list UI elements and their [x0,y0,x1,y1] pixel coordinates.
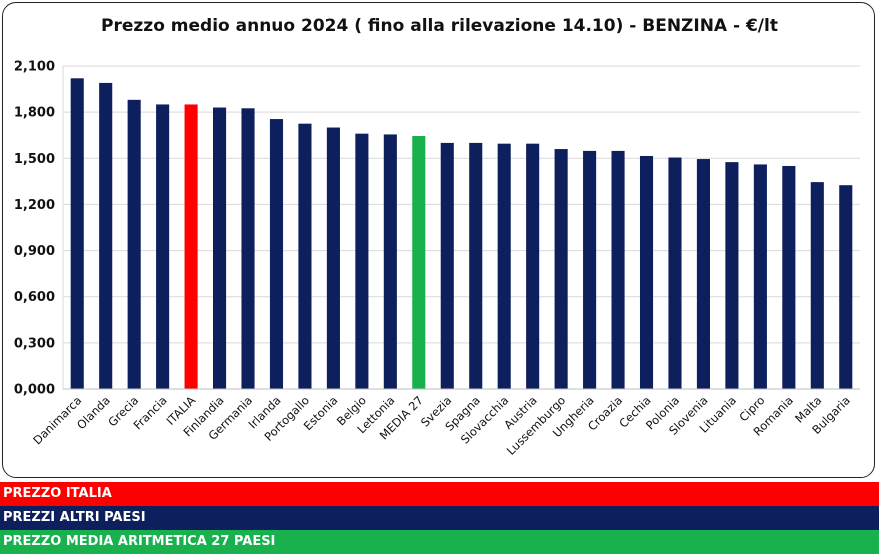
bar-danimarca [70,78,84,390]
bar-belgio [355,133,369,389]
bar-cechia [639,155,654,389]
y-tick-label: 0,900 [14,244,55,259]
bar-polonia [668,157,682,389]
bar-lussemburgo [554,149,568,389]
y-tick-label: 0,600 [14,290,55,305]
bar-estonia [326,127,340,390]
y-tick-label: 0,000 [14,383,55,398]
legend-media-27: PREZZO MEDIA ARITMETICA 27 PAESI [0,530,879,554]
bar-finlandia [213,107,227,390]
bar-svezia [440,142,454,389]
bar-romania [782,165,796,389]
bar-austria [526,143,540,389]
y-tick-label: 1,200 [14,198,55,213]
bar-irlanda [269,119,284,390]
bar-francia [156,104,170,389]
y-tick-label: 2,100 [14,60,55,75]
bar-lettonia [383,134,397,389]
bar-germania [241,108,255,390]
bar-olanda [99,82,113,390]
bar-bulgaria [839,185,853,389]
bar-chart: 0,000 0,300 0,600 0,900 1,200 1,500 1,800 2,100… [14,60,860,458]
bar-malta [810,182,824,389]
bar-cipro [753,164,767,389]
legend-italia: PREZZO ITALIA [0,482,879,506]
bar-lituania [725,162,739,389]
bar-spagna [469,142,483,389]
bar-italia [184,104,198,389]
y-tick-label: 0,300 [14,336,55,351]
y-tick-label: 1,500 [14,152,55,167]
bar-grecia [127,99,141,389]
bar-slovenia [696,159,710,389]
bar-slovacchia [497,143,511,389]
chart-title: Prezzo medio annuo 2024 ( fino alla rile… [101,16,778,36]
bar-media-27 [412,135,426,389]
y-tick-label: 1,800 [14,106,55,121]
bar-ungheria [583,150,597,389]
bar-croazia [611,150,625,389]
bar-portogallo [298,123,312,389]
legend-altri-paesi: PREZZI ALTRI PAESI [0,506,879,530]
